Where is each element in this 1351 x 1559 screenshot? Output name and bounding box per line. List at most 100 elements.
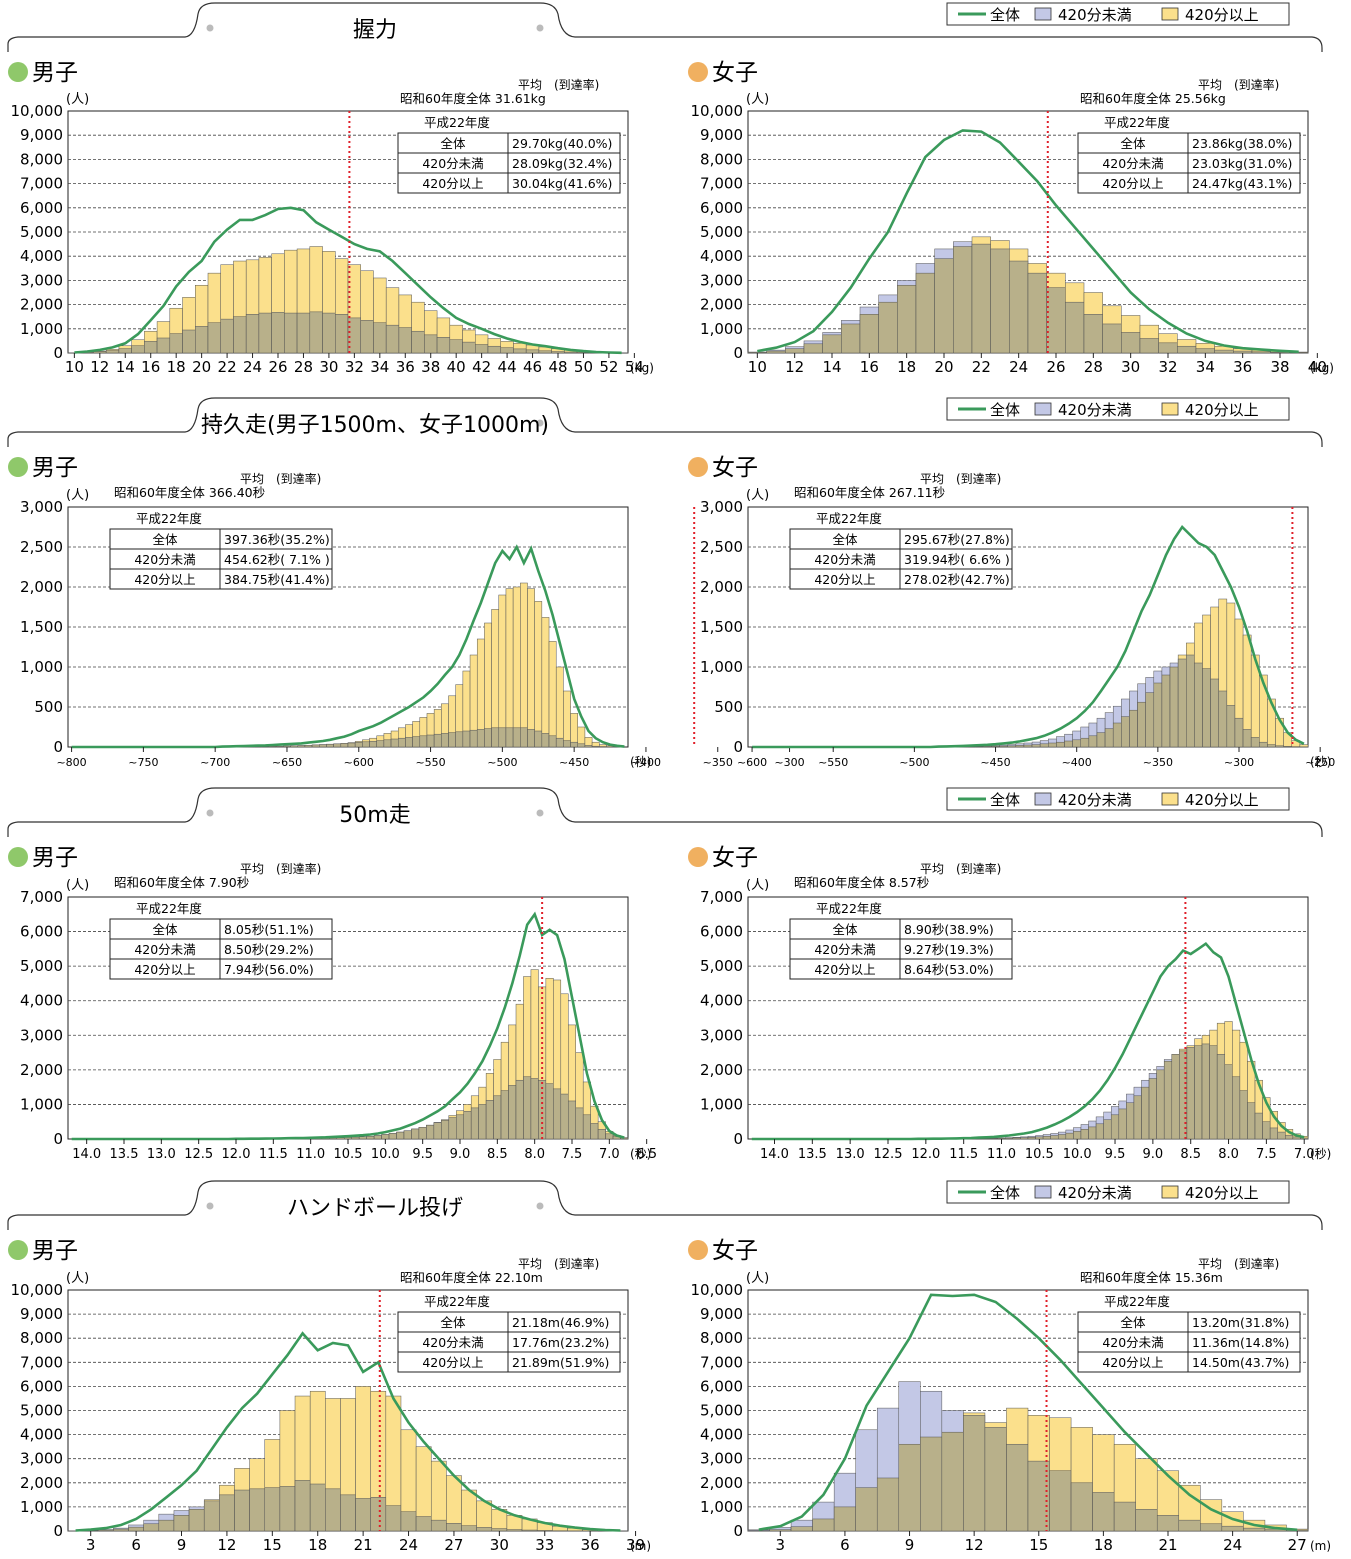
bar-overlap (1232, 1077, 1240, 1139)
bar-overlap (283, 746, 290, 747)
y-tick-label: 7,000 (20, 175, 63, 193)
male-dot-icon (8, 62, 28, 82)
x-tick-label: ~350 (703, 756, 733, 769)
y-tick-label: 6,000 (700, 923, 743, 941)
bar-overlap (998, 1138, 1006, 1139)
h22-label: 平成22年度 (136, 901, 202, 916)
stats-row-value: 30.04kg(41.6%) (512, 176, 612, 191)
bar-overlap (157, 338, 170, 353)
bar-overlap (556, 738, 563, 747)
y-tick-label: 8,000 (700, 150, 743, 168)
x-tick-label: 36 (396, 358, 415, 376)
y-unit-label: (人) (746, 92, 769, 107)
x-tick-label: 16 (141, 358, 160, 376)
bar-overlap (1251, 737, 1259, 747)
bar-overlap (434, 1123, 441, 1139)
bar-overlap (813, 1519, 835, 1531)
bar-overlap (1113, 723, 1121, 747)
bar-overlap (221, 319, 234, 353)
y-tick-label: 4,000 (700, 992, 743, 1010)
y-tick-label: 2,000 (20, 578, 63, 596)
bar-overlap (520, 728, 527, 747)
bar-overlap (341, 743, 348, 747)
bar-overlap (1243, 1528, 1265, 1531)
stats-row-label: 420分以上 (422, 176, 483, 191)
y-unit-label: (人) (66, 92, 89, 107)
x-tick-label: 8.5 (487, 1147, 508, 1162)
x-tick-label: 34 (370, 358, 389, 376)
x-tick-label: 42 (472, 358, 491, 376)
x-tick-label: 11.0 (296, 1147, 325, 1162)
x-tick-label: 30 (319, 358, 338, 376)
x-unit-label: (kg) (630, 361, 654, 375)
x-tick-label: 9.5 (1105, 1147, 1126, 1162)
x-tick-label: ~300 (1224, 756, 1254, 769)
legend-under-swatch (1035, 403, 1051, 415)
bar-overlap (1267, 745, 1275, 747)
y-tick-label: 10,000 (691, 1281, 744, 1299)
y-tick-label: 1,000 (20, 1095, 63, 1113)
male-dot-icon (8, 457, 28, 477)
x-tick-label: ~500 (487, 756, 517, 769)
bar-overlap (1196, 349, 1215, 353)
bar-overlap (1164, 1061, 1172, 1139)
x-tick-label: 7.5 (1256, 1147, 1277, 1162)
y-tick-label: 4,000 (20, 247, 63, 265)
x-unit-label: (秒) (630, 1147, 651, 1161)
x-unit-label: (m) (1310, 1539, 1331, 1553)
s60-label: 昭和60年度全体 7.90秒 (114, 875, 249, 890)
y-unit-label: (人) (746, 488, 769, 503)
x-unit-label: (秒) (630, 755, 651, 769)
bar-overlap (413, 737, 420, 747)
tab-dot-right (537, 810, 544, 817)
bar-overlap (144, 341, 157, 353)
stats-row-label: 420分以上 (1102, 1355, 1163, 1370)
x-tick-label: 27 (1288, 1536, 1307, 1554)
bar-overlap (990, 1138, 998, 1139)
bar-overlap (1140, 338, 1159, 353)
bar-overlap (1111, 1115, 1119, 1139)
bar-overlap (361, 320, 374, 353)
bar-overlap (1149, 1079, 1157, 1140)
bar-overlap (344, 1137, 351, 1139)
y-tick-label: 3,000 (700, 1026, 743, 1044)
bar-overlap (1136, 1509, 1158, 1531)
x-unit-label: (m) (630, 1539, 651, 1553)
h22-label: 平成22年度 (1104, 1294, 1170, 1309)
bar-overlap (552, 352, 565, 353)
bar-overlap (1020, 1138, 1028, 1139)
stats-row-label: 420分未満 (134, 552, 195, 567)
legend-total-label: 全体 (990, 401, 1020, 419)
legend-under-label: 420分未満 (1058, 791, 1132, 809)
y-tick-label: 2,000 (700, 578, 743, 596)
bar-overlap (1247, 1103, 1255, 1139)
bar-overlap (501, 1091, 508, 1139)
x-tick-label: 6 (131, 1536, 141, 1554)
bar-overlap (1202, 1044, 1210, 1139)
y-tick-label: 0 (733, 1522, 743, 1540)
y-tick-label: 3,000 (700, 498, 743, 516)
bar-overlap (1159, 343, 1178, 353)
bar-overlap (546, 1084, 553, 1139)
x-tick-label: 9.0 (450, 1147, 471, 1162)
y-tick-label: 1,000 (700, 1498, 743, 1516)
bar-overlap (446, 1523, 461, 1531)
bar-overlap (456, 1115, 463, 1139)
bar-over (556, 667, 563, 747)
chart-female-2: 女子平均 (到達率)昭和60年度全体 8.57秒(人)01,0002,0003,… (688, 845, 1331, 1162)
y-unit-label: (人) (746, 878, 769, 893)
bar-overlap (462, 1526, 477, 1531)
y-tick-label: 4,000 (20, 1426, 63, 1444)
bar-overlap (386, 325, 399, 353)
legend-total-label: 全体 (990, 791, 1020, 809)
bar-over (542, 617, 549, 747)
bar-overlap (352, 1137, 359, 1139)
bar-overlap (1146, 693, 1154, 747)
